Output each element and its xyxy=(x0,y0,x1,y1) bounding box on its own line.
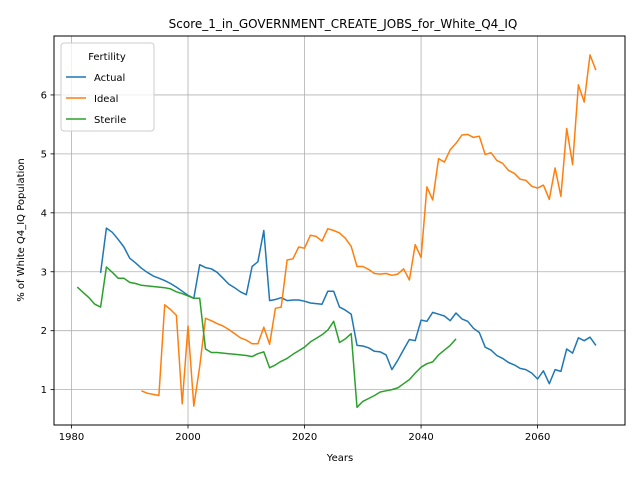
x-tick-label: 1980 xyxy=(59,432,84,443)
legend-label-actual: Actual xyxy=(94,73,125,84)
y-tick-label: 3 xyxy=(41,267,47,278)
chart-title: Score_1_in_GOVERNMENT_CREATE_JOBS_for_Wh… xyxy=(169,17,518,31)
legend: Fertility Actual Ideal Sterile xyxy=(61,43,154,131)
x-axis-title: Years xyxy=(326,453,353,464)
y-tick-label: 1 xyxy=(41,385,47,396)
x-tick-label: 2040 xyxy=(408,432,433,443)
y-tick-label: 4 xyxy=(41,208,47,219)
x-tick-label: 2060 xyxy=(525,432,550,443)
y-tick-label: 5 xyxy=(41,149,47,160)
x-tick-label: 2020 xyxy=(292,432,317,443)
legend-title: Fertility xyxy=(88,52,126,63)
y-axis-title: % of White Q4_IQ Population xyxy=(16,158,27,302)
y-tick-label: 2 xyxy=(41,326,47,337)
y-tick-label: 6 xyxy=(41,90,47,101)
legend-label-sterile: Sterile xyxy=(94,115,126,126)
x-tick-label: 2000 xyxy=(175,432,200,443)
legend-label-ideal: Ideal xyxy=(94,94,118,105)
